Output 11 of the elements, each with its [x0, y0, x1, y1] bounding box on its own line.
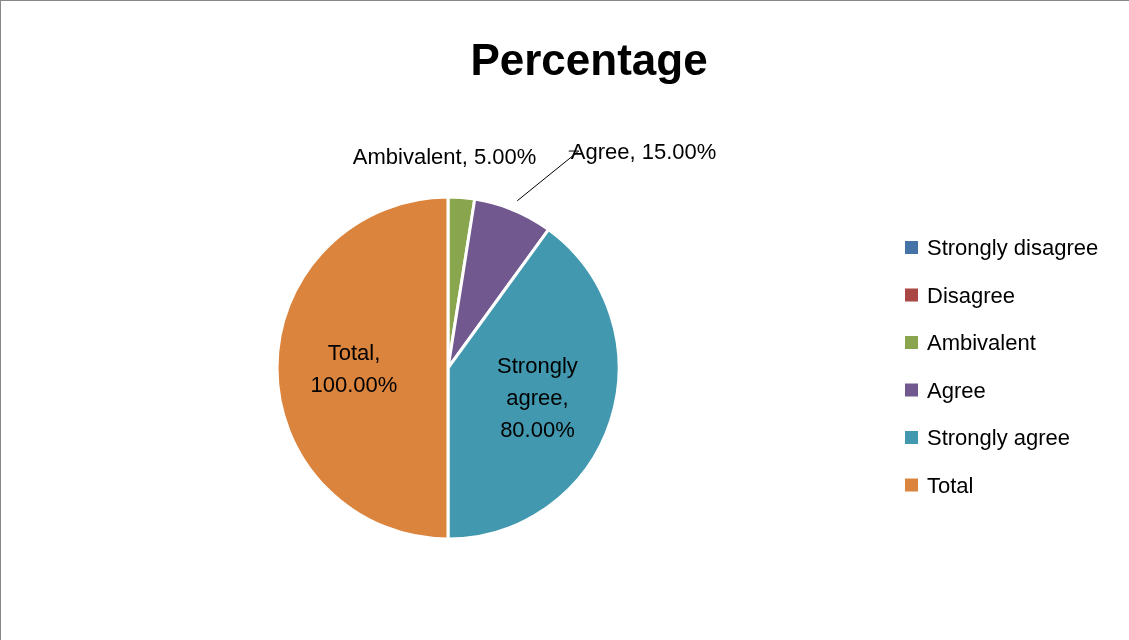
legend-label: Ambivalent [927, 330, 1036, 355]
legend-label: Total [927, 472, 974, 498]
data-label: Agree, 15.00% [570, 139, 717, 165]
chart-title: Percentage [470, 35, 708, 84]
legend-label: Strongly agree [927, 425, 1071, 450]
data-label: Strongly agree, 80.00% [497, 353, 578, 443]
legend-label: Disagree [927, 282, 1016, 308]
data-label: Total, 100.00% [310, 340, 398, 397]
legend-label: Agree [927, 377, 986, 403]
legend-label: Strongly disagree [927, 235, 1099, 260]
data-label: Ambivalent, 5.00% [352, 143, 537, 169]
